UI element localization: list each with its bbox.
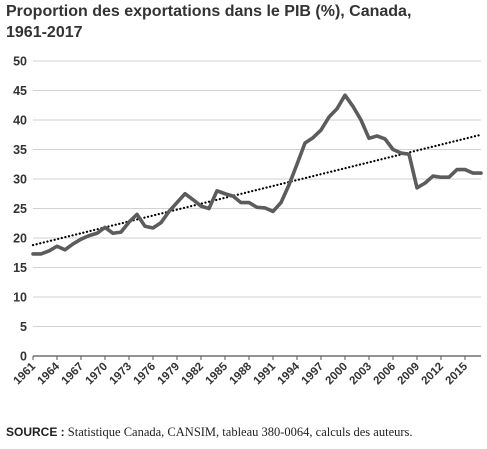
x-tick-label: 1982 <box>180 361 207 388</box>
source-note: SOURCE : Statistique Canada, CANSIM, tab… <box>6 425 481 440</box>
x-tick-label: 1976 <box>132 361 159 388</box>
y-tick-label: 35 <box>13 143 27 157</box>
x-tick-label: 1979 <box>156 361 183 388</box>
x-tick-label: 2015 <box>444 360 471 387</box>
y-tick-label: 40 <box>13 114 27 128</box>
x-tick-label: 2009 <box>396 361 423 388</box>
y-tick-label: 15 <box>13 261 27 275</box>
y-tick-label: 25 <box>13 202 27 216</box>
x-tick-label: 1973 <box>108 361 135 388</box>
chart-title: Proportion des exportations dans le PIB … <box>6 1 481 43</box>
x-tick-label: 1967 <box>60 361 87 388</box>
y-tick-label: 20 <box>13 232 27 246</box>
x-tick-label: 1994 <box>276 360 303 387</box>
x-tick-label: 2012 <box>420 361 447 388</box>
line-chart: 0 5 10 15 20 25 30 35 40 45 50 19611964196719701973… <box>12 55 483 388</box>
chart-title-line: Proportion des exportations dans le PIB … <box>6 3 412 20</box>
x-tick-label: 2003 <box>348 361 375 388</box>
series-line <box>31 93 483 256</box>
y-tick-label: 0 <box>20 350 27 364</box>
x-tick-label: 2000 <box>324 361 351 388</box>
y-tick-label: 5 <box>20 320 27 334</box>
chart-subtitle: 1961-2017 <box>6 24 83 41</box>
x-tick-label: 1991 <box>252 360 279 387</box>
trend-line <box>31 133 483 247</box>
x-tick-label: 1985 <box>204 360 231 387</box>
x-tick-label: 2006 <box>372 361 399 388</box>
y-tick-label: 45 <box>13 84 27 98</box>
y-tick-label: 10 <box>13 291 27 305</box>
y-tick-label: 50 <box>13 55 27 69</box>
x-tick-label: 1964 <box>36 360 63 387</box>
x-tick-label: 1961 <box>12 360 39 387</box>
source-label: SOURCE : <box>6 425 65 439</box>
x-tick-label: 1988 <box>228 360 255 387</box>
x-tick-label: 1970 <box>84 361 111 388</box>
y-tick-label: 30 <box>13 173 27 187</box>
source-text: Statistique Canada, CANSIM, tableau 380-… <box>64 425 413 439</box>
x-tick-label: 1997 <box>300 361 327 388</box>
